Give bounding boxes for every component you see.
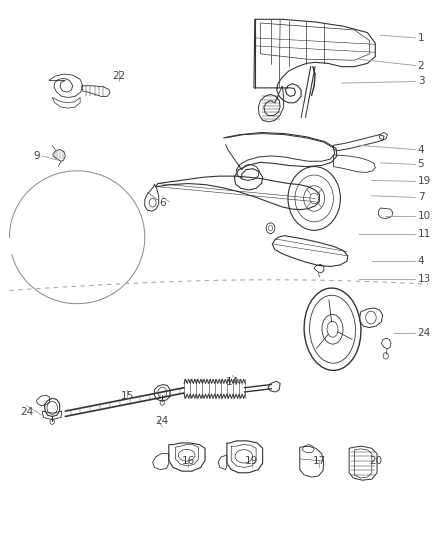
Text: 15: 15 xyxy=(121,391,134,401)
Text: 19: 19 xyxy=(418,176,431,187)
Text: 11: 11 xyxy=(418,229,431,239)
Text: 5: 5 xyxy=(418,159,424,169)
Text: 4: 4 xyxy=(418,144,424,155)
Text: 19: 19 xyxy=(245,456,258,466)
Text: 3: 3 xyxy=(418,77,424,86)
Text: 16: 16 xyxy=(182,456,195,466)
Text: 1: 1 xyxy=(418,33,424,43)
Text: 13: 13 xyxy=(418,274,431,284)
Text: 9: 9 xyxy=(33,151,40,161)
Text: 24: 24 xyxy=(155,416,169,426)
Text: 7: 7 xyxy=(418,192,424,203)
Text: 22: 22 xyxy=(112,71,125,81)
Text: 4: 4 xyxy=(418,256,424,266)
Text: 24: 24 xyxy=(418,328,431,338)
Text: 24: 24 xyxy=(20,407,34,417)
Text: 17: 17 xyxy=(313,456,326,466)
Text: 20: 20 xyxy=(370,456,383,466)
Text: 14: 14 xyxy=(226,377,239,387)
Text: 10: 10 xyxy=(418,211,431,221)
Text: 6: 6 xyxy=(159,198,166,208)
Text: 2: 2 xyxy=(418,61,424,70)
